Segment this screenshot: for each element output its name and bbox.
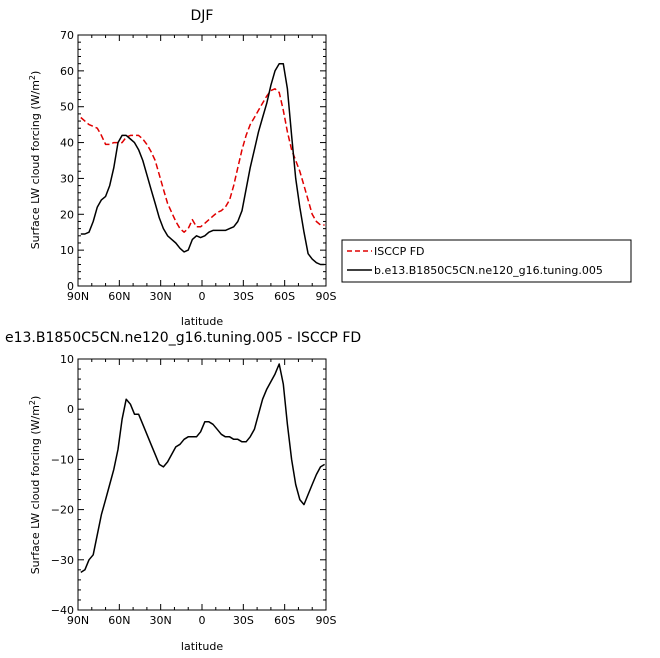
legend-label-isccp: ISCCP FD (374, 245, 425, 258)
bottom-x-tick-label-1: 60N (108, 614, 130, 627)
bottom-y-tick-label-5: 10 (60, 353, 74, 366)
top-x-tick-label-6: 90S (316, 290, 337, 303)
bottom-x-tick-label-6: 90S (316, 614, 337, 627)
bottom-y-tick-label-1: −30 (51, 554, 74, 567)
top-x-tick-label-0: 90N (67, 290, 89, 303)
top-x-tick-label-1: 60N (108, 290, 130, 303)
bottom-y-tick-label-4: 0 (67, 403, 74, 416)
bottom-y-tick-label-0: −40 (51, 604, 74, 617)
top-y-tick-label-0: 0 (67, 280, 74, 293)
top-x-tick-label-5: 60S (274, 290, 295, 303)
top-y-tick-label-1: 10 (60, 244, 74, 257)
bottom-y-axis-label: Surface LW cloud forcing (W/m2) (28, 396, 43, 575)
top-series-line-0 (80, 88, 325, 233)
top-x-tick-label-3: 0 (199, 290, 206, 303)
top-x-axis-label: latitude (181, 315, 223, 328)
top-y-axis-label: Surface LW cloud forcing (W/m2) (28, 71, 43, 250)
bottom-title: e13.B1850C5CN.ne120_g16.tuning.005 - ISC… (5, 330, 361, 346)
bottom-series-line-0 (80, 363, 325, 574)
bottom-x-axis-label: latitude (181, 640, 223, 653)
bottom-x-tick-label-4: 30S (233, 614, 254, 627)
bottom-frame (77, 358, 327, 611)
top-plot-area: 0 10 20 30 40 50 60 70 90N 60N 30N 0 30S 60S 90S (60, 29, 337, 303)
bottom-plot-area: −40 −30 −20 −10 0 10 90N 60N 30N 0 30S 60S 90S (51, 353, 337, 627)
bottom-x-tick-label-2: 30N (150, 614, 172, 627)
bottom-x-tick-label-3: 0 (199, 614, 206, 627)
top-y-tick-label-2: 20 (60, 208, 74, 221)
top-title: DJF (191, 8, 214, 24)
legend-label-model: b.e13.B1850C5CN.ne120_g16.tuning.005 (374, 264, 603, 277)
top-panel: DJF 0 10 20 30 40 50 60 70 90N 60N 30N 0 30S 60S 90S l… (28, 8, 337, 328)
bottom-x-tick-label-5: 60S (274, 614, 295, 627)
top-y-tick-label-5: 50 (60, 101, 74, 114)
bottom-y-tick-label-2: −20 (51, 504, 74, 517)
top-y-tick-label-7: 70 (60, 29, 74, 42)
bottom-panel: e13.B1850C5CN.ne120_g16.tuning.005 - ISC… (5, 330, 361, 653)
top-y-tick-label-3: 30 (60, 172, 74, 185)
top-x-tick-label-2: 30N (150, 290, 172, 303)
legend-box (341, 239, 632, 283)
legend: ISCCP FD b.e13.B1850C5CN.ne120_g16.tunin… (341, 239, 632, 283)
bottom-x-tick-label-0: 90N (67, 614, 89, 627)
bottom-y-tick-label-3: −10 (51, 453, 74, 466)
top-x-tick-label-4: 30S (233, 290, 254, 303)
top-y-tick-label-6: 60 (60, 65, 74, 78)
top-y-tick-label-4: 40 (60, 137, 74, 150)
top-series-line-1 (80, 62, 325, 266)
